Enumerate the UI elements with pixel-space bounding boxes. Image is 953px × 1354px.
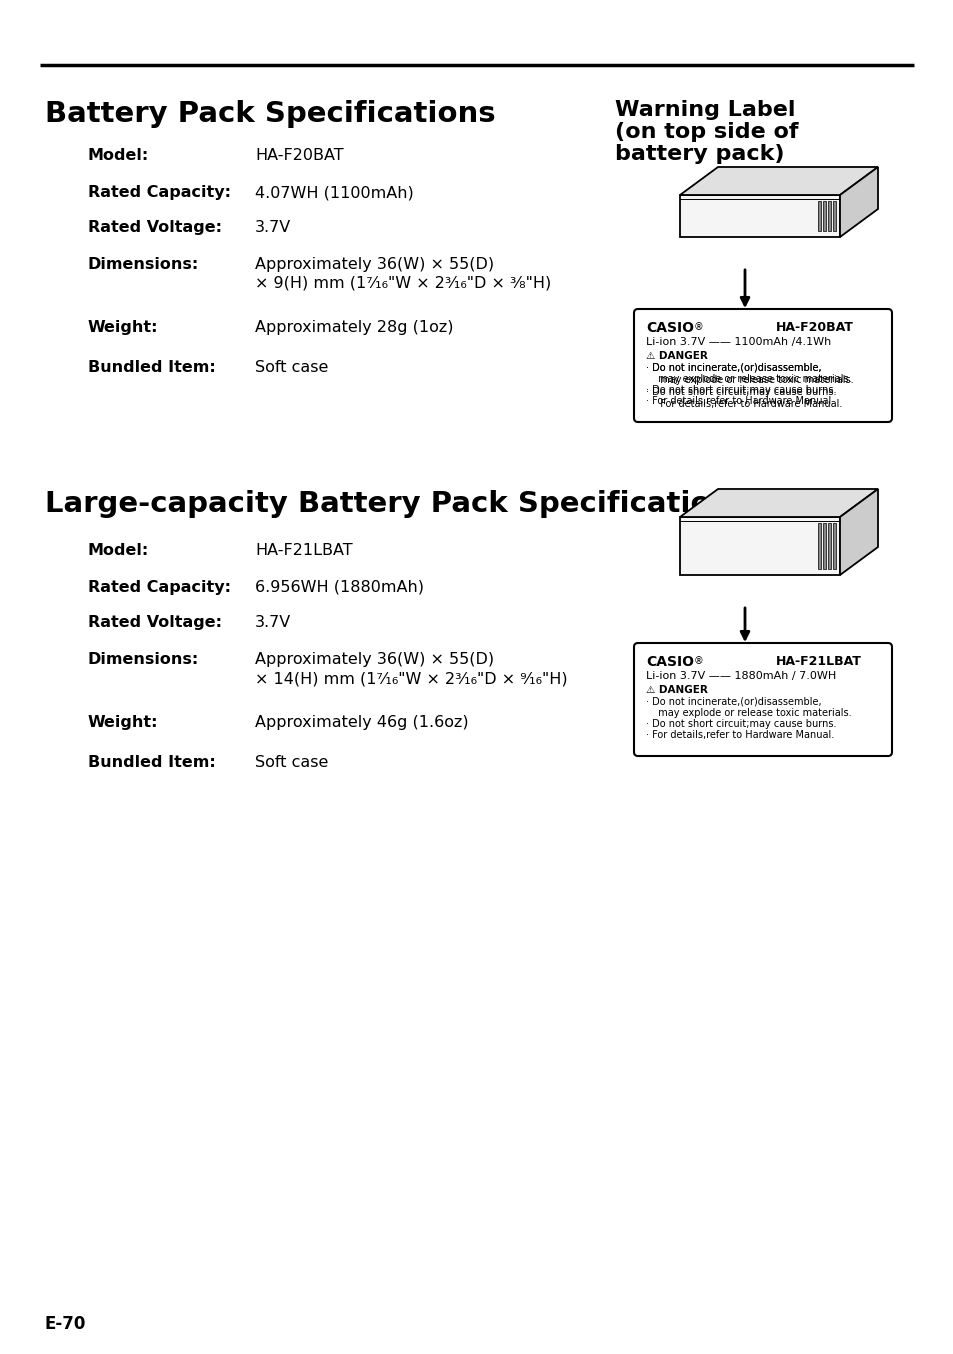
FancyBboxPatch shape [634,643,891,756]
Text: · Do not incinerate,(or)disassemble,: · Do not incinerate,(or)disassemble, [645,363,821,372]
Text: Dimensions:: Dimensions: [88,257,199,272]
Text: · For details,refer to Hardware Manual.: · For details,refer to Hardware Manual. [645,395,833,406]
Text: may explode or release toxic materials.: may explode or release toxic materials. [651,374,851,385]
Text: For details,refer to Hardware Manual.: For details,refer to Hardware Manual. [654,399,841,409]
Text: (on top side of: (on top side of [615,122,798,142]
Text: · Do not short circuit;may cause burns.: · Do not short circuit;may cause burns. [645,719,836,728]
Text: CASIO: CASIO [645,655,693,669]
Text: 6.956WH (1880mAh): 6.956WH (1880mAh) [254,580,423,594]
Text: · Do not short circuit;may cause burns.: · Do not short circuit;may cause burns. [645,387,836,397]
Text: Approximately 36(W) × 55(D): Approximately 36(W) × 55(D) [254,653,494,668]
Text: Weight:: Weight: [88,320,158,334]
Text: 3.7V: 3.7V [254,615,291,630]
Text: · For details,refer to Hardware Manual.: · For details,refer to Hardware Manual. [645,730,833,741]
Bar [827,200,830,232]
Text: Soft case: Soft case [254,756,328,770]
Bar [822,200,825,232]
Text: 4.07WH (1100mAh): 4.07WH (1100mAh) [254,185,414,200]
Text: may explode or release toxic materials.: may explode or release toxic materials. [651,708,851,718]
FancyBboxPatch shape [634,309,891,422]
Text: × 9(H) mm (1⁷⁄₁₆"W × 2³⁄₁₆"D × ³⁄₈"H): × 9(H) mm (1⁷⁄₁₆"W × 2³⁄₁₆"D × ³⁄₈"H) [254,276,551,291]
Text: ®: ® [693,322,703,332]
Text: Model:: Model: [88,543,149,558]
Text: × 14(H) mm (1⁷⁄₁₆"W × 2³⁄₁₆"D × ⁹⁄₁₆"H): × 14(H) mm (1⁷⁄₁₆"W × 2³⁄₁₆"D × ⁹⁄₁₆"H) [254,672,567,686]
Text: Dimensions:: Dimensions: [88,653,199,668]
Text: Weight:: Weight: [88,715,158,730]
Text: Rated Voltage:: Rated Voltage: [88,219,222,236]
Text: Approximately 28g (1oz): Approximately 28g (1oz) [254,320,453,334]
Bar [832,200,835,232]
Text: Model:: Model: [88,148,149,162]
Text: Warning Label: Warning Label [615,100,795,121]
Text: Soft case: Soft case [254,360,328,375]
Text: Battery Pack Specifications: Battery Pack Specifications [45,100,496,129]
Bar [832,523,835,569]
Bar [822,523,825,569]
Text: may explode or release toxic materials.: may explode or release toxic materials. [654,375,853,385]
Text: ⚠ DANGER: ⚠ DANGER [645,351,707,362]
Polygon shape [840,489,877,575]
Text: Li-ion 3.7V —— 1100mAh /4.1Wh: Li-ion 3.7V —— 1100mAh /4.1Wh [645,337,830,347]
Text: Approximately 36(W) × 55(D): Approximately 36(W) × 55(D) [254,257,494,272]
Polygon shape [679,167,877,195]
Text: ⚠ DANGER: ⚠ DANGER [645,685,707,695]
Text: Large-capacity Battery Pack Specifications: Large-capacity Battery Pack Specificatio… [45,490,748,519]
Text: Li-ion 3.7V —— 1880mAh / 7.0WH: Li-ion 3.7V —— 1880mAh / 7.0WH [645,672,836,681]
Text: Approximately 46g (1.6oz): Approximately 46g (1.6oz) [254,715,468,730]
Text: HA-F20BAT: HA-F20BAT [254,148,343,162]
Bar [817,523,821,569]
Text: CASIO: CASIO [645,321,693,334]
Text: Rated Capacity:: Rated Capacity: [88,185,231,200]
Polygon shape [840,167,877,237]
Text: Rated Voltage:: Rated Voltage: [88,615,222,630]
Text: HA-F21LBAT: HA-F21LBAT [775,655,861,668]
Text: · Do not short circuit;may cause burns.: · Do not short circuit;may cause burns. [645,385,836,395]
Polygon shape [679,517,840,575]
Polygon shape [679,195,840,237]
Text: Bundled Item:: Bundled Item: [88,360,215,375]
Text: · Do not incinerate,(or)disassemble,: · Do not incinerate,(or)disassemble, [645,697,821,707]
Bar [827,523,830,569]
Text: battery pack): battery pack) [615,144,783,164]
Text: · Do not incinerate,(or)disassemble,: · Do not incinerate,(or)disassemble, [645,363,821,372]
Text: Rated Capacity:: Rated Capacity: [88,580,231,594]
Text: ®: ® [693,655,703,666]
Text: E-70: E-70 [45,1315,87,1332]
Text: 3.7V: 3.7V [254,219,291,236]
Text: HA-F21LBAT: HA-F21LBAT [254,543,353,558]
Text: Bundled Item:: Bundled Item: [88,756,215,770]
Bar [817,200,821,232]
Polygon shape [679,489,877,517]
Text: HA-F20BAT: HA-F20BAT [775,321,853,334]
